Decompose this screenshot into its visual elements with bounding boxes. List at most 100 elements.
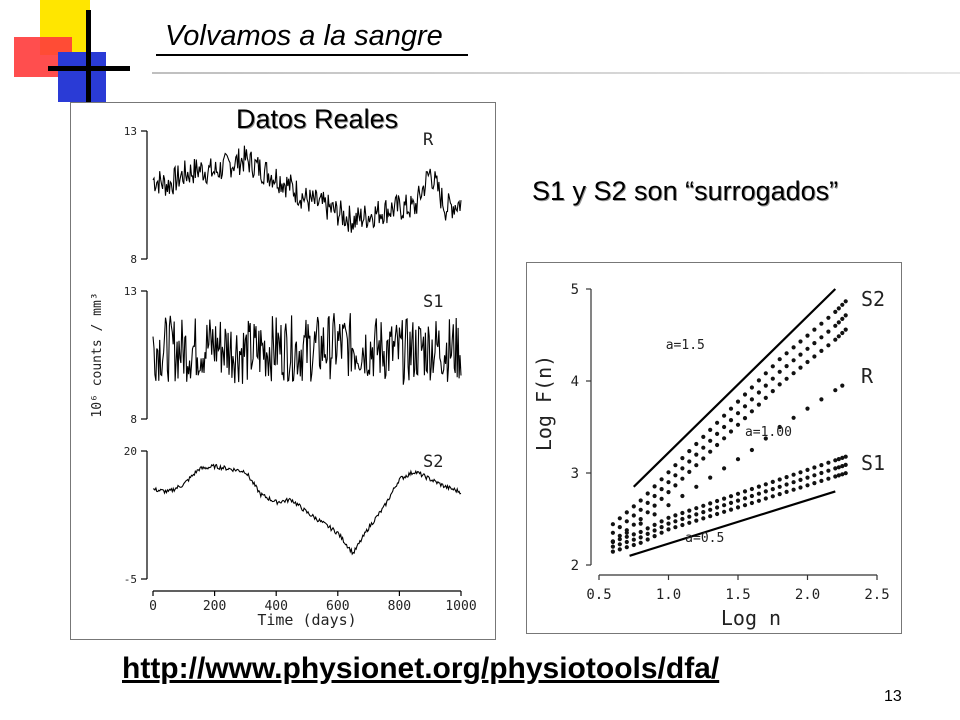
data-point — [756, 378, 761, 383]
reference-line-label: a=0.5 — [685, 531, 724, 546]
data-point — [784, 351, 789, 356]
data-point — [742, 503, 748, 508]
y-tick-label: 2 — [571, 558, 579, 574]
data-point — [777, 382, 782, 387]
data-point — [687, 514, 692, 519]
data-point — [763, 436, 768, 441]
data-point — [812, 473, 817, 478]
x-tick-label: 200 — [203, 599, 226, 614]
data-point — [722, 424, 727, 430]
x-tick-label: 800 — [388, 599, 411, 614]
data-point — [645, 500, 650, 505]
data-point — [749, 493, 754, 499]
data-point — [784, 475, 789, 480]
data-point — [680, 516, 685, 522]
data-point — [840, 383, 845, 388]
data-point — [763, 482, 768, 487]
data-point — [652, 522, 657, 527]
data-point — [791, 345, 796, 350]
reference-line-label: a=1.5 — [666, 338, 705, 353]
data-point — [791, 487, 796, 492]
data-point — [749, 385, 754, 390]
data-point — [819, 321, 824, 326]
data-point — [784, 489, 789, 494]
data-point — [812, 354, 817, 359]
data-point — [715, 442, 720, 448]
data-point — [708, 449, 713, 454]
data-point — [631, 504, 636, 509]
data-point — [784, 364, 789, 369]
data-point — [701, 456, 706, 461]
data-point — [756, 484, 761, 489]
data-point — [833, 388, 838, 393]
data-point — [708, 475, 713, 480]
data-point — [610, 549, 615, 554]
data-point — [812, 481, 817, 486]
y-tick-label: 8 — [130, 253, 137, 266]
data-point — [805, 467, 810, 472]
data-point — [652, 534, 657, 539]
data-point — [763, 496, 768, 501]
y-tick-label: 13 — [124, 125, 137, 138]
data-point — [687, 449, 692, 454]
data-point — [798, 352, 803, 357]
data-point — [728, 500, 734, 505]
data-point — [805, 483, 810, 488]
data-point — [652, 512, 657, 517]
page-number: 13 — [884, 688, 902, 705]
data-point — [701, 434, 706, 439]
series-label: S1 — [861, 451, 885, 475]
data-point — [798, 365, 803, 370]
series-label: S2 — [861, 287, 885, 311]
data-point — [805, 359, 810, 365]
data-point — [728, 429, 734, 434]
data-point — [770, 376, 775, 381]
data-point — [836, 334, 841, 339]
data-point — [673, 519, 678, 524]
data-point — [840, 330, 845, 336]
left-caption: Datos Reales — [236, 104, 399, 134]
data-point — [722, 436, 727, 441]
data-point — [617, 525, 622, 530]
data-point — [826, 476, 831, 481]
data-point — [833, 474, 838, 479]
data-point — [645, 537, 650, 542]
data-point — [652, 484, 657, 489]
data-point — [694, 441, 699, 447]
data-point — [770, 479, 775, 484]
data-point — [638, 529, 643, 535]
time-series-panel: 13 8 R 13 8 S1 20 -5 S2 0 200 400 600 800 1000 Time (da… — [70, 102, 496, 640]
data-point — [680, 510, 685, 516]
data-point — [659, 530, 664, 535]
data-point — [756, 390, 761, 395]
data-point — [659, 525, 664, 530]
data-point — [687, 520, 692, 525]
data-point — [680, 466, 685, 471]
data-point — [784, 376, 789, 381]
reference-line-label: a=1.00 — [745, 425, 792, 440]
series-line — [152, 463, 462, 556]
source-url-link[interactable]: http://www.physionet.org/physiotools/dfa… — [122, 652, 720, 685]
data-point — [749, 409, 754, 414]
data-point — [687, 469, 692, 474]
data-point — [610, 530, 615, 535]
data-point — [798, 485, 803, 490]
y-tick-label: 8 — [130, 413, 137, 426]
data-point — [749, 486, 754, 492]
y-tick-label: 5 — [571, 282, 579, 298]
title-underline — [156, 54, 468, 56]
data-point — [836, 465, 841, 470]
data-point — [610, 544, 615, 549]
x-tick-label: 1.0 — [656, 587, 681, 603]
data-point — [722, 496, 727, 501]
data-point — [728, 494, 734, 499]
data-point — [638, 535, 643, 540]
data-point — [652, 493, 657, 499]
data-point — [624, 534, 629, 539]
data-point — [836, 306, 841, 311]
data-point — [645, 510, 650, 515]
data-point — [694, 463, 699, 468]
data-point — [819, 463, 824, 468]
data-point — [735, 457, 741, 462]
data-point — [694, 512, 699, 517]
